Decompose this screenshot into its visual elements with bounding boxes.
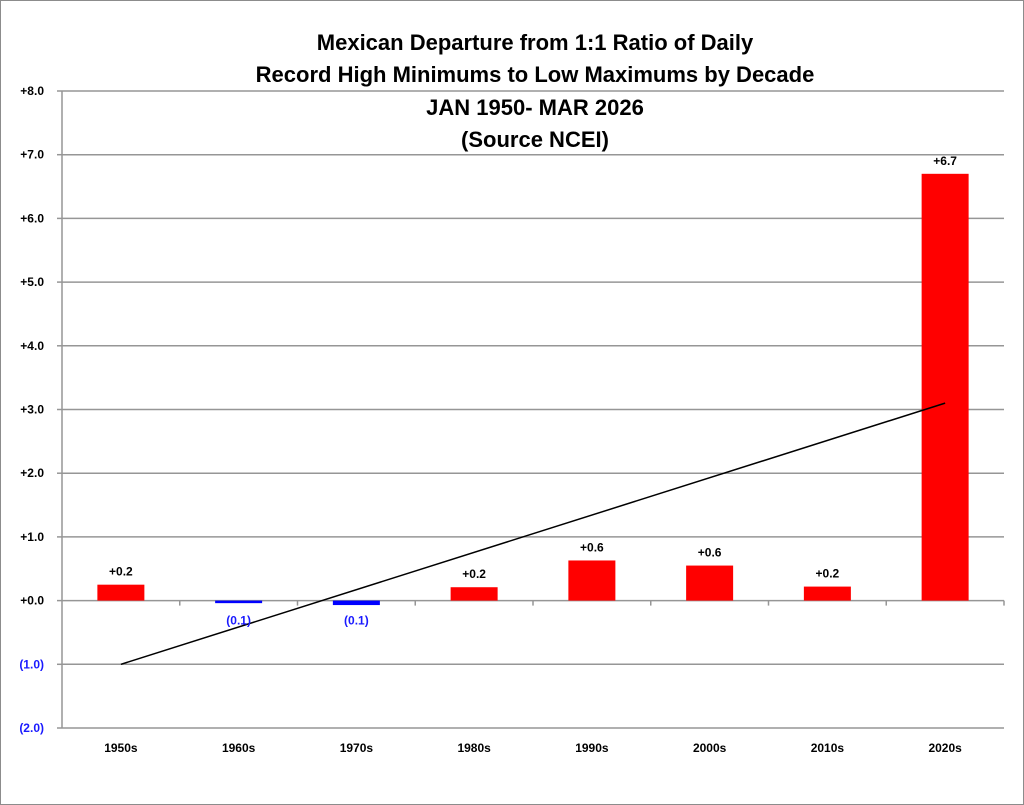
y-tick-labels: +8.0 +7.0 +6.0 +5.0 +4.0 +3.0 +2.0 +1.0 +0.0 (1.0… <box>19 84 44 735</box>
title-line-3: JAN 1950- MAR 2026 <box>426 95 644 120</box>
data-label: +0.2 <box>109 565 133 579</box>
y-tick-label: +8.0 <box>20 84 44 98</box>
x-tick-label: 1980s <box>457 741 491 755</box>
y-tick-label: +0.0 <box>20 594 44 608</box>
data-label: (0.1) <box>344 614 369 628</box>
bar-2000s <box>686 565 734 601</box>
x-tick-label: 2010s <box>811 741 845 755</box>
y-tick-label: +1.0 <box>20 530 44 544</box>
bar-1950s <box>97 584 145 601</box>
gridlines <box>62 90 1004 729</box>
title-line-1: Mexican Departure from 1:1 Ratio of Dail… <box>317 30 754 55</box>
x-tick-label: 2020s <box>928 741 962 755</box>
bar-1980s <box>450 587 498 601</box>
y-tick-label: +3.0 <box>20 403 44 417</box>
bar-1990s <box>568 560 616 601</box>
x-tick-label: 1970s <box>340 741 374 755</box>
data-label: +0.2 <box>816 567 840 581</box>
y-tick-label: +2.0 <box>20 466 44 480</box>
data-label: (0.1) <box>226 614 251 628</box>
title-line-2: Record High Minimums to Low Maximums by … <box>256 62 815 87</box>
title-line-4: (Source NCEI) <box>461 127 609 152</box>
y-tick-label: +4.0 <box>20 339 44 353</box>
bars <box>97 173 969 606</box>
x-tick-labels: 1950s 1960s 1970s 1980s 1990s 2000s 2010s 2020s <box>104 741 962 755</box>
y-tick-label: +5.0 <box>20 275 44 289</box>
data-label: +0.6 <box>580 540 604 554</box>
chart-title: Mexican Departure from 1:1 Ratio of Dail… <box>256 30 815 152</box>
bar-2010s <box>803 586 851 601</box>
data-labels: +0.2 (0.1) (0.1) +0.2 +0.6 +0.6 +0.2 +6.7 <box>109 154 957 628</box>
y-tick-label: +7.0 <box>20 148 44 162</box>
y-tick-label: (2.0) <box>19 721 44 735</box>
trendline <box>120 402 946 666</box>
y-tick-label: +6.0 <box>20 211 44 225</box>
x-tick-label: 1990s <box>575 741 609 755</box>
data-label: +0.2 <box>462 567 486 581</box>
data-label: +6.7 <box>933 154 957 168</box>
x-tick-label: 2000s <box>693 741 727 755</box>
x-tick-label: 1950s <box>104 741 138 755</box>
data-label: +0.6 <box>698 546 722 560</box>
bar-1960s <box>215 600 263 604</box>
y-tick-label: (1.0) <box>19 657 44 671</box>
bar-2020s <box>921 173 969 601</box>
x-tick-label: 1960s <box>222 741 256 755</box>
bar-1970s <box>332 600 380 606</box>
trendline-group <box>120 402 946 666</box>
